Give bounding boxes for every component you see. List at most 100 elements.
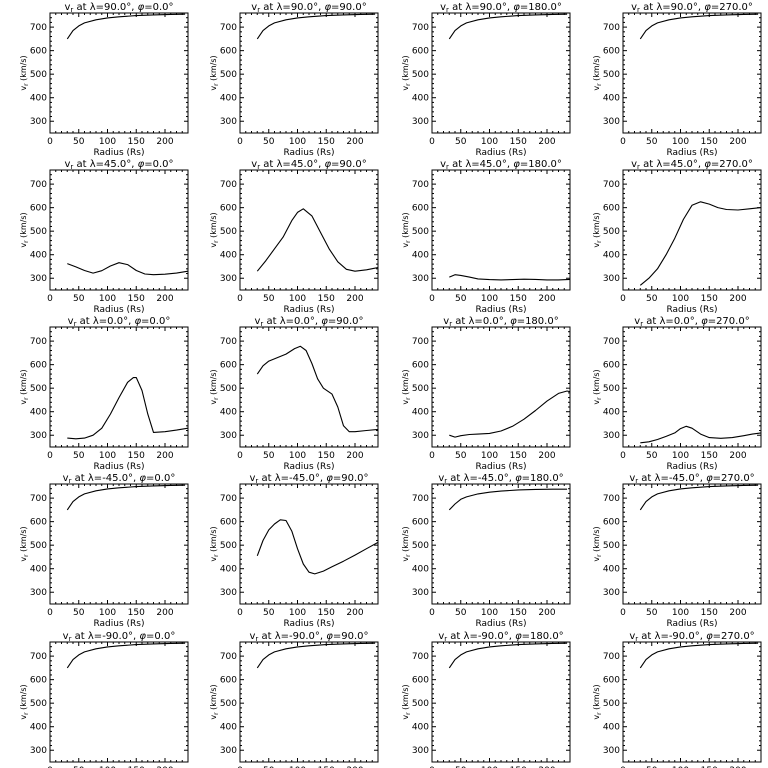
x-tick-label: 100 xyxy=(289,766,306,768)
title-part: =180.0° xyxy=(522,473,564,484)
title-part: =90.0° xyxy=(331,159,367,170)
x-tick-label: 200 xyxy=(346,137,363,147)
y-tick-label: 400 xyxy=(412,408,429,418)
title-part: r xyxy=(255,477,258,485)
ylabel-part: r xyxy=(405,397,412,400)
chart-panel: vr at λ=-45.0°, φ=180.0°0 50 100 150 2003004… xyxy=(401,473,571,629)
title-part: at λ=-90.0°, xyxy=(447,631,515,642)
plot-frame xyxy=(49,641,189,763)
title-part: v xyxy=(63,473,69,484)
plot-frame xyxy=(622,483,762,605)
x-tick-label: 100 xyxy=(672,137,689,147)
series-line xyxy=(639,13,759,40)
y-tick-label: 700 xyxy=(603,180,620,190)
plot-frame xyxy=(622,12,762,134)
ylabel-part: r xyxy=(405,712,412,715)
y-tick-label: 400 xyxy=(220,723,237,733)
y-tick-label: 600 xyxy=(220,518,237,528)
y-tick-label: 500 xyxy=(603,70,620,80)
x-tick-label: 50 xyxy=(263,294,275,304)
panel-title: vr at λ=-45.0°, φ=270.0° xyxy=(629,473,754,485)
x-tick-label: 150 xyxy=(510,608,527,618)
series-line xyxy=(448,642,568,669)
x-tick-label: 200 xyxy=(346,608,363,618)
x-axis-label: Radius (Rs) xyxy=(666,619,717,629)
title-part: v xyxy=(438,631,444,642)
ylabel-part: r xyxy=(23,712,30,715)
x-tick-label: 200 xyxy=(729,294,746,304)
chart-panel: vr at λ=-45.0°, φ=90.0°0 50 100 150 20030040… xyxy=(209,473,379,629)
y-tick-label: 500 xyxy=(603,384,620,394)
plot-frame xyxy=(49,483,189,605)
ylabel-part: v xyxy=(19,715,28,720)
y-tick-label: 300 xyxy=(603,117,620,127)
x-tick-label: 150 xyxy=(510,294,527,304)
ylabel-part: v xyxy=(592,86,601,91)
ylabel-part: v xyxy=(401,86,410,91)
panel-title: vr at λ=45.0°, φ=0.0° xyxy=(64,159,173,171)
y-tick-label: 400 xyxy=(412,723,429,733)
y-axis-label: vr (km/s) xyxy=(209,369,220,404)
title-part: at λ=45.0°, xyxy=(260,159,324,170)
x-axis-label: Radius (Rs) xyxy=(475,305,526,315)
title-part: v xyxy=(631,2,637,13)
ylabel-part: (km/s) xyxy=(209,526,218,554)
ylabel-part: (km/s) xyxy=(19,55,28,83)
title-part: at λ=0.0°, xyxy=(643,316,701,327)
x-tick-label: 200 xyxy=(538,137,555,147)
x-tick-label: 50 xyxy=(73,294,85,304)
title-part: r xyxy=(74,320,77,328)
x-tick-label: 200 xyxy=(346,451,363,461)
plot-frame xyxy=(239,641,379,763)
ylabel-part: r xyxy=(405,240,412,243)
x-axis-label: Radius (Rs) xyxy=(475,462,526,472)
x-tick-label: 0 xyxy=(620,294,626,304)
title-part: at λ=-45.0°, xyxy=(447,473,515,484)
chart-panel: vr at λ=0.0°, φ=270.0°0 50 100 150 200300400… xyxy=(592,316,762,472)
x-tick-label: 100 xyxy=(99,137,116,147)
ylabel-part: v xyxy=(209,243,218,248)
y-axis-label: vr (km/s) xyxy=(19,369,30,404)
x-axis-label: Radius (Rs) xyxy=(666,148,717,158)
x-tick-label: 150 xyxy=(701,137,718,147)
x-tick-label: 200 xyxy=(156,294,173,304)
plot-frame xyxy=(431,169,571,291)
ylabel-part: (km/s) xyxy=(209,55,218,83)
title-part: =270.0° xyxy=(711,159,753,170)
plot-frame xyxy=(239,483,379,605)
title-part: =180.0° xyxy=(522,631,564,642)
x-tick-label: 150 xyxy=(128,608,145,618)
title-part: φ xyxy=(139,473,146,484)
title-part: =0.0° xyxy=(146,473,175,484)
title-part: at λ=-45.0°, xyxy=(71,473,139,484)
series-line xyxy=(256,519,379,575)
title-part: φ xyxy=(701,316,708,327)
x-tick-label: 0 xyxy=(47,766,53,768)
ylabel-part: (km/s) xyxy=(209,212,218,240)
title-part: r xyxy=(635,477,638,485)
series-line xyxy=(67,262,189,276)
x-tick-label: 0 xyxy=(429,137,435,147)
y-axis-label: vr (km/s) xyxy=(592,212,603,247)
y-tick-label: 300 xyxy=(412,431,429,441)
y-tick-label: 600 xyxy=(220,204,237,214)
x-tick-label: 50 xyxy=(646,608,658,618)
y-tick-label: 300 xyxy=(220,588,237,598)
title-part: at λ=-90.0°, xyxy=(638,631,706,642)
ylabel-part: r xyxy=(213,83,220,86)
x-tick-label: 150 xyxy=(318,137,335,147)
x-tick-label: 200 xyxy=(156,137,173,147)
title-part: φ xyxy=(704,2,711,13)
title-part: r xyxy=(446,6,449,14)
chart-panel: vr at λ=90.0°, φ=90.0°0 50 100 150 200300400… xyxy=(209,2,379,158)
plot-frame xyxy=(622,641,762,763)
y-tick-label: 300 xyxy=(603,431,620,441)
title-part: at λ=-45.0°, xyxy=(638,473,706,484)
title-part: at λ=90.0°, xyxy=(260,2,324,13)
x-tick-label: 0 xyxy=(620,137,626,147)
y-tick-label: 300 xyxy=(412,588,429,598)
y-axis-label: vr (km/s) xyxy=(19,526,30,561)
x-tick-label: 200 xyxy=(538,451,555,461)
chart-panel: vr at λ=45.0°, φ=90.0°0 50 100 150 200300400… xyxy=(209,159,379,315)
x-tick-label: 150 xyxy=(510,137,527,147)
